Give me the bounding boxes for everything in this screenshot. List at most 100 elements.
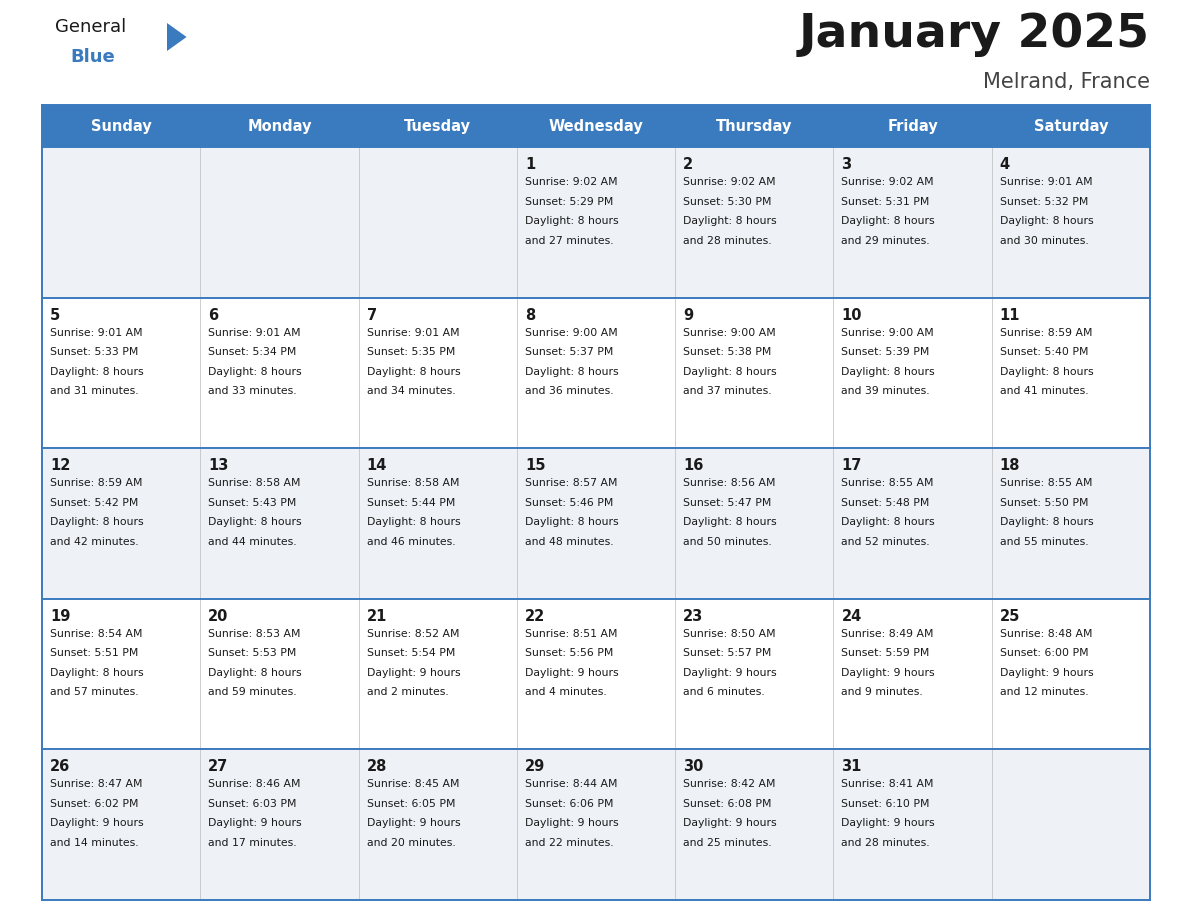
Text: and 25 minutes.: and 25 minutes. bbox=[683, 838, 772, 848]
Text: 23: 23 bbox=[683, 609, 703, 624]
Bar bbox=[42, 448, 1150, 599]
Text: 28: 28 bbox=[367, 759, 387, 775]
Text: and 29 minutes.: and 29 minutes. bbox=[841, 236, 930, 245]
Text: Sunrise: 9:02 AM: Sunrise: 9:02 AM bbox=[683, 177, 776, 187]
Text: Sunset: 5:34 PM: Sunset: 5:34 PM bbox=[208, 347, 297, 357]
Text: and 6 minutes.: and 6 minutes. bbox=[683, 688, 765, 698]
Text: 18: 18 bbox=[1000, 458, 1020, 473]
Text: 20: 20 bbox=[208, 609, 228, 624]
Text: Daylight: 9 hours: Daylight: 9 hours bbox=[683, 819, 777, 828]
Text: 4: 4 bbox=[1000, 157, 1010, 172]
Text: Sunrise: 9:00 AM: Sunrise: 9:00 AM bbox=[525, 328, 618, 338]
Text: 7: 7 bbox=[367, 308, 377, 322]
Text: 2: 2 bbox=[683, 157, 694, 172]
Text: Daylight: 9 hours: Daylight: 9 hours bbox=[841, 819, 935, 828]
Text: Daylight: 9 hours: Daylight: 9 hours bbox=[525, 667, 619, 677]
Text: Sunset: 5:31 PM: Sunset: 5:31 PM bbox=[841, 196, 930, 207]
Text: Daylight: 8 hours: Daylight: 8 hours bbox=[525, 517, 619, 527]
Text: 1: 1 bbox=[525, 157, 535, 172]
Text: Sunset: 5:29 PM: Sunset: 5:29 PM bbox=[525, 196, 613, 207]
Text: Sunset: 6:02 PM: Sunset: 6:02 PM bbox=[50, 799, 139, 809]
Text: 19: 19 bbox=[50, 609, 70, 624]
Text: 14: 14 bbox=[367, 458, 387, 473]
Text: and 14 minutes.: and 14 minutes. bbox=[50, 838, 139, 848]
Text: Sunrise: 9:00 AM: Sunrise: 9:00 AM bbox=[683, 328, 776, 338]
Text: Sunset: 6:00 PM: Sunset: 6:00 PM bbox=[1000, 648, 1088, 658]
Text: Sunrise: 8:45 AM: Sunrise: 8:45 AM bbox=[367, 779, 459, 789]
Text: Sunrise: 8:55 AM: Sunrise: 8:55 AM bbox=[841, 478, 934, 488]
Text: 6: 6 bbox=[208, 308, 219, 322]
Text: Sunset: 5:51 PM: Sunset: 5:51 PM bbox=[50, 648, 138, 658]
Text: Melrand, France: Melrand, France bbox=[982, 72, 1150, 92]
Text: and 52 minutes.: and 52 minutes. bbox=[841, 537, 930, 547]
Text: and 20 minutes.: and 20 minutes. bbox=[367, 838, 455, 848]
Text: Sunset: 5:33 PM: Sunset: 5:33 PM bbox=[50, 347, 138, 357]
Bar bbox=[42, 749, 1150, 900]
Text: Sunrise: 8:59 AM: Sunrise: 8:59 AM bbox=[1000, 328, 1092, 338]
Text: Sunset: 5:57 PM: Sunset: 5:57 PM bbox=[683, 648, 771, 658]
Text: Sunset: 5:46 PM: Sunset: 5:46 PM bbox=[525, 498, 613, 508]
Text: and 34 minutes.: and 34 minutes. bbox=[367, 386, 455, 396]
Text: Sunset: 6:05 PM: Sunset: 6:05 PM bbox=[367, 799, 455, 809]
Text: and 2 minutes.: and 2 minutes. bbox=[367, 688, 448, 698]
Text: 26: 26 bbox=[50, 759, 70, 775]
Text: Sunset: 5:43 PM: Sunset: 5:43 PM bbox=[208, 498, 297, 508]
Text: Sunrise: 8:49 AM: Sunrise: 8:49 AM bbox=[841, 629, 934, 639]
Text: Wednesday: Wednesday bbox=[549, 118, 644, 133]
Text: Daylight: 8 hours: Daylight: 8 hours bbox=[367, 366, 460, 376]
Text: 27: 27 bbox=[208, 759, 228, 775]
Text: Sunrise: 8:55 AM: Sunrise: 8:55 AM bbox=[1000, 478, 1092, 488]
Text: Daylight: 8 hours: Daylight: 8 hours bbox=[525, 216, 619, 226]
Text: and 27 minutes.: and 27 minutes. bbox=[525, 236, 613, 245]
Text: and 41 minutes.: and 41 minutes. bbox=[1000, 386, 1088, 396]
Text: Daylight: 8 hours: Daylight: 8 hours bbox=[50, 366, 144, 376]
Text: Daylight: 8 hours: Daylight: 8 hours bbox=[208, 517, 302, 527]
Text: Sunrise: 9:01 AM: Sunrise: 9:01 AM bbox=[50, 328, 143, 338]
Text: 22: 22 bbox=[525, 609, 545, 624]
Text: Daylight: 8 hours: Daylight: 8 hours bbox=[1000, 216, 1093, 226]
Text: Daylight: 8 hours: Daylight: 8 hours bbox=[1000, 517, 1093, 527]
Text: Daylight: 8 hours: Daylight: 8 hours bbox=[841, 517, 935, 527]
Text: Sunrise: 9:01 AM: Sunrise: 9:01 AM bbox=[1000, 177, 1092, 187]
Text: and 9 minutes.: and 9 minutes. bbox=[841, 688, 923, 698]
Bar bbox=[42, 599, 1150, 749]
Text: Sunrise: 8:42 AM: Sunrise: 8:42 AM bbox=[683, 779, 776, 789]
Text: Sunset: 5:38 PM: Sunset: 5:38 PM bbox=[683, 347, 771, 357]
Text: Sunset: 5:54 PM: Sunset: 5:54 PM bbox=[367, 648, 455, 658]
Text: 15: 15 bbox=[525, 458, 545, 473]
Text: Daylight: 9 hours: Daylight: 9 hours bbox=[683, 667, 777, 677]
Text: 9: 9 bbox=[683, 308, 694, 322]
Text: Sunset: 6:06 PM: Sunset: 6:06 PM bbox=[525, 799, 613, 809]
Text: 10: 10 bbox=[841, 308, 862, 322]
Text: and 17 minutes.: and 17 minutes. bbox=[208, 838, 297, 848]
Text: Daylight: 8 hours: Daylight: 8 hours bbox=[683, 517, 777, 527]
Text: Sunset: 5:56 PM: Sunset: 5:56 PM bbox=[525, 648, 613, 658]
Text: and 4 minutes.: and 4 minutes. bbox=[525, 688, 607, 698]
Text: 13: 13 bbox=[208, 458, 228, 473]
Text: Sunset: 5:32 PM: Sunset: 5:32 PM bbox=[1000, 196, 1088, 207]
Text: Blue: Blue bbox=[70, 48, 115, 66]
Text: Sunset: 5:50 PM: Sunset: 5:50 PM bbox=[1000, 498, 1088, 508]
Text: Sunrise: 8:57 AM: Sunrise: 8:57 AM bbox=[525, 478, 618, 488]
Text: Monday: Monday bbox=[247, 118, 311, 133]
Text: and 36 minutes.: and 36 minutes. bbox=[525, 386, 613, 396]
Text: General: General bbox=[55, 18, 126, 36]
Text: 21: 21 bbox=[367, 609, 387, 624]
Text: and 46 minutes.: and 46 minutes. bbox=[367, 537, 455, 547]
Text: Sunrise: 9:01 AM: Sunrise: 9:01 AM bbox=[367, 328, 460, 338]
Text: Daylight: 8 hours: Daylight: 8 hours bbox=[50, 517, 144, 527]
Text: Sunrise: 8:58 AM: Sunrise: 8:58 AM bbox=[367, 478, 459, 488]
Text: Saturday: Saturday bbox=[1034, 118, 1108, 133]
Text: Daylight: 8 hours: Daylight: 8 hours bbox=[50, 667, 144, 677]
Text: Sunrise: 8:50 AM: Sunrise: 8:50 AM bbox=[683, 629, 776, 639]
Bar bbox=[42, 105, 1150, 147]
Text: Daylight: 9 hours: Daylight: 9 hours bbox=[50, 819, 144, 828]
Text: Daylight: 9 hours: Daylight: 9 hours bbox=[525, 819, 619, 828]
Text: Daylight: 8 hours: Daylight: 8 hours bbox=[208, 366, 302, 376]
Text: Sunrise: 9:00 AM: Sunrise: 9:00 AM bbox=[841, 328, 934, 338]
Text: and 39 minutes.: and 39 minutes. bbox=[841, 386, 930, 396]
Text: Sunset: 5:59 PM: Sunset: 5:59 PM bbox=[841, 648, 930, 658]
Text: and 22 minutes.: and 22 minutes. bbox=[525, 838, 613, 848]
Text: and 57 minutes.: and 57 minutes. bbox=[50, 688, 139, 698]
Text: and 28 minutes.: and 28 minutes. bbox=[683, 236, 772, 245]
